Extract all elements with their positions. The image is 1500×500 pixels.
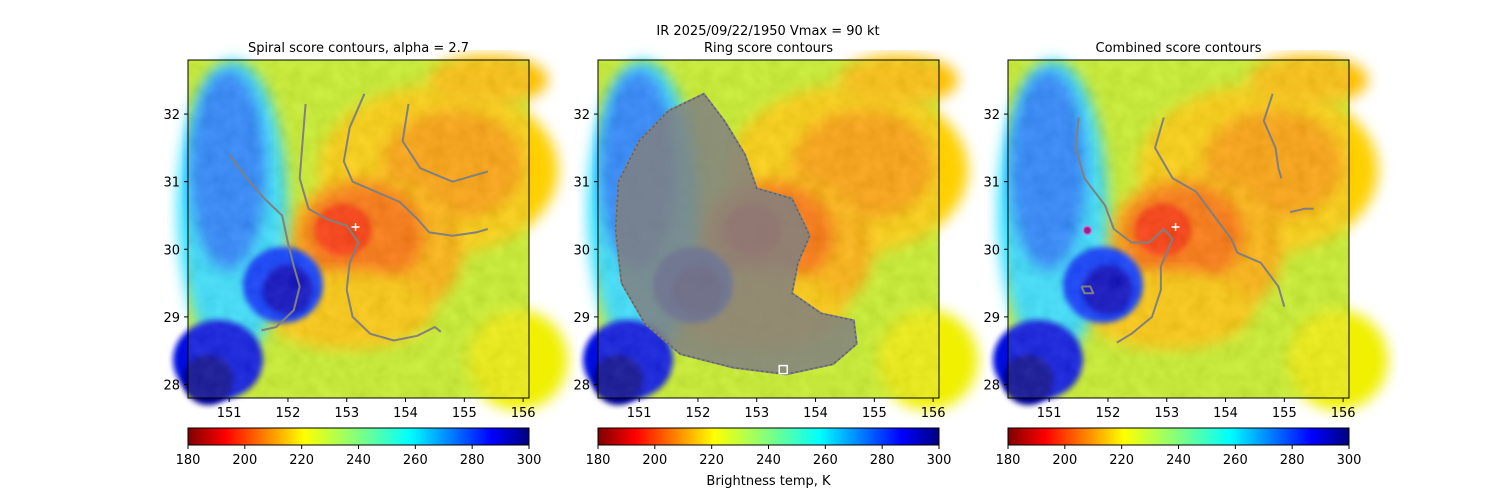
x-tick-label: 155 [1272, 406, 1297, 421]
y-tick-label: 28 [573, 378, 590, 393]
x-tick-label: 156 [511, 406, 536, 421]
axes-frame [597, 59, 940, 399]
x-tick-label: 152 [276, 406, 301, 421]
colorbar-tick-label: 260 [1223, 453, 1248, 468]
y-tick-label: 31 [983, 176, 1000, 191]
y-tick-label: 30 [163, 243, 180, 258]
colorbar-tick-label: 260 [813, 453, 838, 468]
colorbar-tick-label: 300 [1337, 453, 1362, 468]
colorbar-tick-label: 280 [870, 453, 895, 468]
y-tick-label: 28 [983, 378, 1000, 393]
colorbar [597, 427, 940, 446]
panel-3: Combined score contours 151 152 153 154 155 15… [983, 41, 1388, 468]
y-tick-label: 31 [573, 176, 590, 191]
score-contour [1074, 117, 1174, 344]
colorbar-tick-label: 300 [517, 453, 542, 468]
colorbar-tick-label: 260 [403, 453, 428, 468]
colorbar-tick-label: 240 [1166, 453, 1191, 468]
x-tick-label: 151 [627, 406, 652, 421]
x-tick-label: 153 [744, 406, 769, 421]
panel-2: Ring score contours 151 152 153 154 155 156 28 2… [573, 41, 978, 489]
axes-frame [187, 59, 530, 399]
colorbar-tick-label: 300 [927, 453, 952, 468]
score-contour [342, 93, 489, 237]
panel-title: Ring score contours [704, 41, 833, 56]
colorbar-tick-label: 180 [586, 453, 611, 468]
panel-title: Spiral score contours, alpha = 2.7 [248, 41, 469, 56]
x-tick-label: 155 [452, 406, 477, 421]
y-tick-label: 32 [983, 108, 1000, 123]
colorbar-tick-label: 220 [289, 453, 314, 468]
x-tick-label: 153 [1154, 406, 1179, 421]
x-tick-label: 153 [334, 406, 359, 421]
y-tick-label: 32 [163, 108, 180, 123]
ring-center-square-marker [778, 364, 788, 375]
colorbar-tick-label: 240 [756, 453, 781, 468]
x-tick-label: 151 [217, 406, 242, 421]
colorbar-tick-label: 240 [346, 453, 371, 468]
score-contour [228, 154, 301, 332]
colorbar-tick-label: 200 [232, 453, 257, 468]
score-contour [1080, 285, 1095, 295]
y-tick-label: 29 [983, 311, 1000, 326]
colorbar-tick-label: 200 [1052, 453, 1077, 468]
x-tick-label: 154 [803, 406, 828, 421]
brightness-temp-image [173, 55, 568, 410]
colorbar-label: Brightness temp, K [706, 474, 831, 489]
score-contour [401, 103, 489, 183]
combined-center-circle-marker [1082, 225, 1093, 236]
brightness-temp-image [993, 55, 1388, 410]
score-contour [1154, 117, 1286, 307]
y-tick-label: 28 [163, 378, 180, 393]
colorbar-tick-label: 180 [176, 453, 201, 468]
colorbar [187, 427, 530, 446]
x-tick-label: 154 [393, 406, 418, 421]
y-tick-label: 30 [573, 243, 590, 258]
colorbar-tick-label: 280 [460, 453, 485, 468]
colorbar-tick-label: 280 [1280, 453, 1305, 468]
colorbar-tick-label: 180 [996, 453, 1021, 468]
y-tick-label: 30 [983, 243, 1000, 258]
y-tick-label: 32 [573, 108, 590, 123]
center-plus-marker [1171, 222, 1180, 231]
y-tick-label: 31 [163, 176, 180, 191]
x-tick-label: 155 [862, 406, 887, 421]
panel-1: Spiral score contours, alpha = 2.7 151 152… [163, 41, 568, 468]
ring-contour-lines [614, 92, 858, 376]
score-contour [1289, 207, 1314, 214]
colorbar-tick-label: 220 [1109, 453, 1134, 468]
colorbar-tick-label: 200 [642, 453, 667, 468]
center-plus-marker [351, 222, 360, 231]
colorbar [1007, 427, 1350, 446]
panel-title: Combined score contours [1096, 41, 1262, 56]
axes-frame [1007, 59, 1350, 399]
x-tick-label: 151 [1037, 406, 1062, 421]
colorbar-tick-label: 220 [699, 453, 724, 468]
score-contour [1262, 93, 1283, 179]
y-tick-label: 29 [163, 311, 180, 326]
score-contour [298, 103, 442, 342]
x-tick-label: 154 [1213, 406, 1238, 421]
x-tick-label: 152 [1096, 406, 1121, 421]
x-tick-label: 156 [921, 406, 946, 421]
figure-title: IR 2025/09/22/1950 Vmax = 90 kt [656, 24, 879, 39]
x-tick-label: 156 [1331, 406, 1356, 421]
x-tick-label: 152 [686, 406, 711, 421]
y-tick-label: 29 [573, 311, 590, 326]
